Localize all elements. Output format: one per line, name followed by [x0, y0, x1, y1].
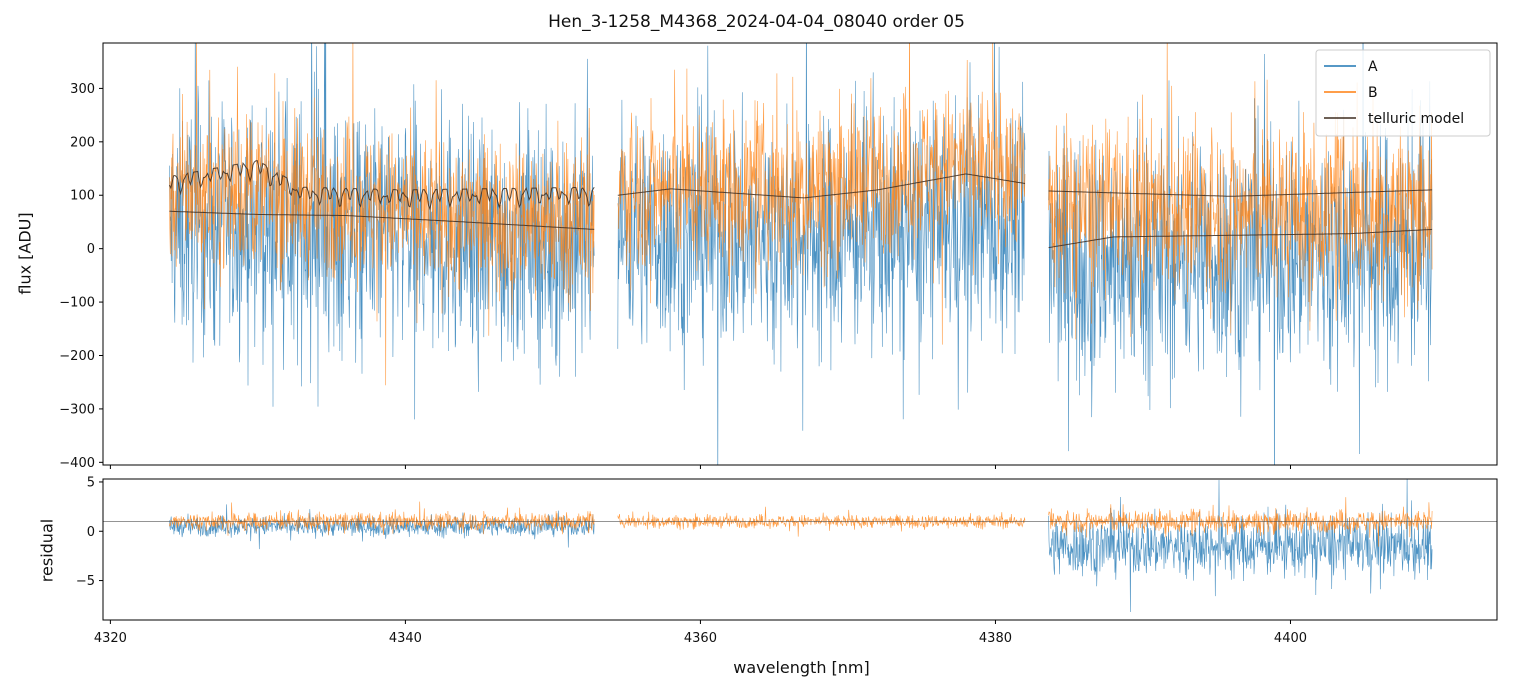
x-axis-label: wavelength [nm] — [733, 658, 870, 677]
residual-series-B-seg1 — [169, 501, 595, 536]
y-tick-label: 300 — [70, 82, 95, 97]
y-tick-label: −300 — [59, 402, 95, 417]
flux-series-B-seg1 — [169, 43, 595, 386]
telluric-model-line — [617, 173, 1026, 199]
bottom-axes-frame — [102, 478, 1498, 621]
y-tick-label: 0 — [87, 242, 95, 257]
y-tick-label: 200 — [70, 135, 95, 150]
telluric-model-line — [1048, 189, 1433, 197]
telluric-model-line — [168, 160, 595, 211]
top-y-axis-label: flux [ADU] — [15, 212, 35, 295]
bottom-plot-area — [103, 479, 1497, 613]
y-tick-label: −5 — [76, 574, 95, 589]
top-axes-frame — [102, 42, 1498, 466]
residual-series-A-seg3 — [1048, 479, 1433, 613]
x-tick-label: 4380 — [979, 631, 1012, 646]
residual-series-B-seg2 — [617, 506, 1026, 537]
top-plot-area — [168, 43, 1433, 465]
legend-label: telluric model — [1368, 111, 1464, 127]
x-tick-label: 4320 — [94, 631, 127, 646]
x-tick-label: 4360 — [684, 631, 717, 646]
legend-box — [1315, 49, 1491, 137]
x-tick-label: 4400 — [1274, 631, 1307, 646]
y-tick-label: 100 — [70, 189, 95, 204]
telluric-model-line — [1048, 228, 1433, 249]
residual-series-B-seg3 — [1048, 497, 1433, 547]
y-tick-label: −400 — [59, 456, 95, 471]
chart-title: Hen_3-1258_M4368_2024-04-04_08040 order … — [548, 12, 965, 32]
telluric-model-line — [169, 210, 595, 230]
y-tick-label: −200 — [59, 349, 95, 364]
y-tick-label: 5 — [87, 475, 95, 490]
y-tick-label: 0 — [87, 525, 95, 540]
x-tick-label: 4340 — [389, 631, 422, 646]
flux-series-B-seg2 — [617, 43, 1026, 345]
legend-label: B — [1368, 85, 1378, 101]
bottom-y-axis-label: residual — [37, 518, 57, 583]
legend-label: A — [1368, 59, 1378, 75]
y-tick-label: −100 — [59, 296, 95, 311]
